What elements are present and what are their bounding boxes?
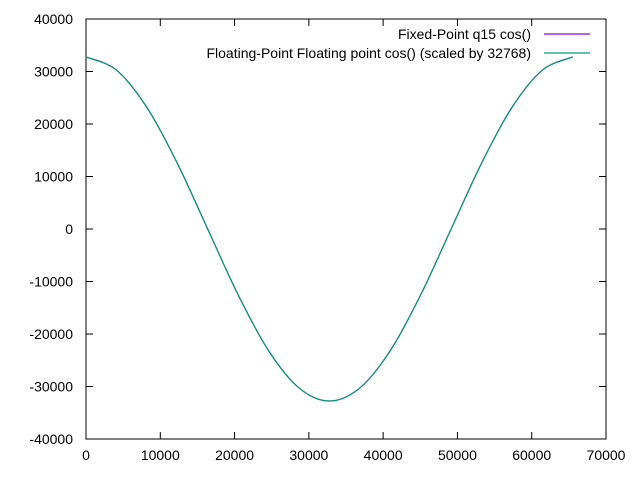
series-line-0 <box>85 56 574 402</box>
x-tick-label: 50000 <box>438 447 477 463</box>
legend-label-0: Fixed-Point q15 cos() <box>398 26 531 42</box>
x-tick-label: 60000 <box>512 447 551 463</box>
y-tick-label: 20000 <box>34 116 73 132</box>
x-axis-ticks: 0 10000 20000 30000 40000 50000 60000 70000 <box>82 19 626 463</box>
y-tick-label: 30000 <box>34 64 73 80</box>
y-tick-label: -30000 <box>29 379 73 395</box>
x-tick-label: 10000 <box>141 447 180 463</box>
x-tick-label: 20000 <box>215 447 254 463</box>
y-tick-label: -10000 <box>29 274 73 290</box>
series-lines <box>85 56 574 402</box>
y-tick-label: 0 <box>65 221 73 237</box>
y-tick-label: -20000 <box>29 326 73 342</box>
legend: Fixed-Point q15 cos() Floating-Point Floa… <box>206 26 590 61</box>
plot-frame <box>85 18 607 440</box>
x-tick-label: 30000 <box>289 447 328 463</box>
y-tick-label: -40000 <box>29 431 73 447</box>
x-tick-label: 70000 <box>587 447 626 463</box>
legend-label-1: Floating-Point Floating point cos() (sca… <box>206 45 531 61</box>
x-tick-label: 40000 <box>364 447 403 463</box>
x-tick-label: 0 <box>82 447 90 463</box>
series-line-1 <box>85 56 574 402</box>
y-tick-label: 10000 <box>34 169 73 185</box>
y-axis-ticks: -40000 -30000 -20000 -10000 0 10000 20000 30000… <box>29 11 606 447</box>
y-tick-label: 40000 <box>34 11 73 27</box>
